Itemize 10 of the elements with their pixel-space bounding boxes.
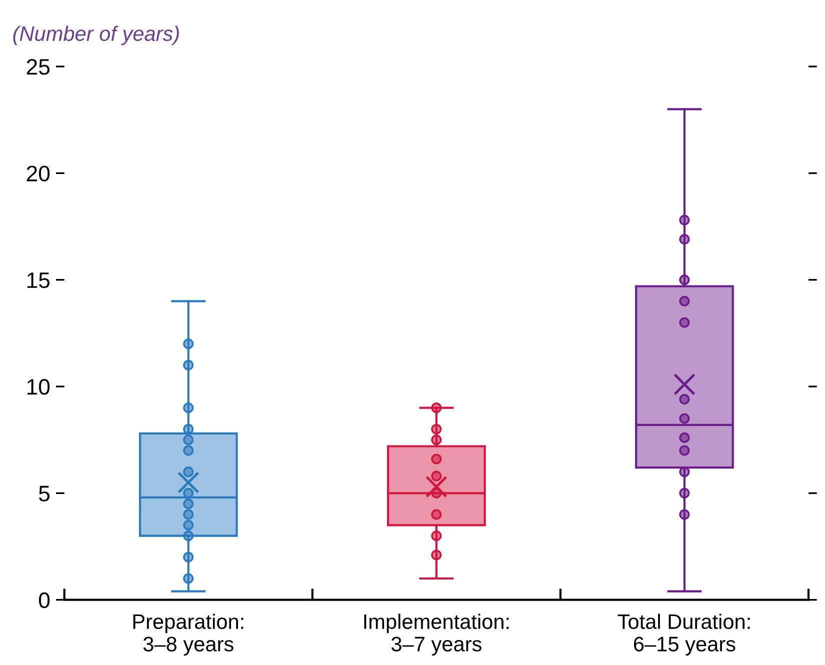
y-tick-label: 10 — [27, 379, 50, 395]
y-tick-label: 20 — [26, 166, 50, 182]
x-tick-label: Preparation: 3–8 years — [133, 614, 244, 656]
x-tick-label: Total Duration: 6–15 years — [618, 614, 750, 656]
y-tick-label: 15 — [27, 272, 50, 288]
y-tick-label: 0 — [38, 592, 50, 608]
y-tick-label: 5 — [38, 486, 50, 502]
x-tick-label: Implementation: 3–7 years — [364, 614, 509, 656]
y-tick-label: 25 — [26, 59, 50, 75]
y-axis-title: (Number of years) — [13, 26, 179, 46]
